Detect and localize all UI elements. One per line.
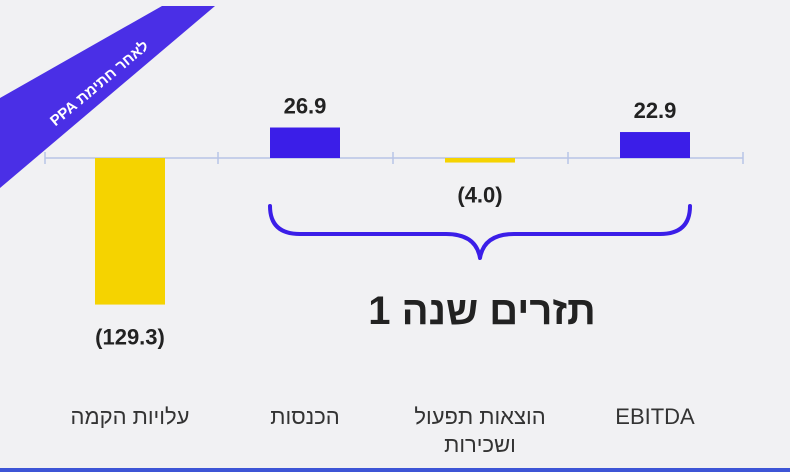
category-label: EBITDA bbox=[615, 404, 695, 429]
category-label-line: הכנסות bbox=[270, 404, 339, 429]
category-label: עלויות הקמה bbox=[71, 404, 190, 429]
category-label: הוצאות תפעול ושכירות bbox=[414, 404, 545, 457]
data-label: (129.3) bbox=[95, 325, 165, 350]
data-label: 22.9 bbox=[634, 98, 677, 123]
bar-3 bbox=[95, 158, 165, 305]
category-label-line: EBITDA bbox=[615, 404, 695, 429]
bottom-rule bbox=[0, 468, 790, 472]
labels-layer: 22.9 (4.0) 26.9 (129.3) EBITDA הוצאות תפעול וש… bbox=[71, 94, 696, 457]
group-label: תזרים שנה 1 bbox=[368, 289, 595, 333]
bar-2 bbox=[270, 127, 340, 158]
data-label: (4.0) bbox=[457, 183, 502, 208]
group-brace-layer bbox=[268, 204, 692, 260]
ribbon-banner bbox=[0, 6, 215, 188]
group-brace bbox=[268, 204, 692, 260]
category-label-line: ושכירות bbox=[444, 432, 516, 457]
bar-0 bbox=[620, 132, 690, 158]
bar-1 bbox=[445, 158, 515, 163]
bars-layer bbox=[95, 127, 690, 305]
category-label-line: עלויות הקמה bbox=[71, 404, 190, 429]
category-label-line: הוצאות תפעול bbox=[414, 404, 545, 429]
data-label: 26.9 bbox=[284, 94, 327, 119]
category-label: הכנסות bbox=[270, 404, 339, 429]
